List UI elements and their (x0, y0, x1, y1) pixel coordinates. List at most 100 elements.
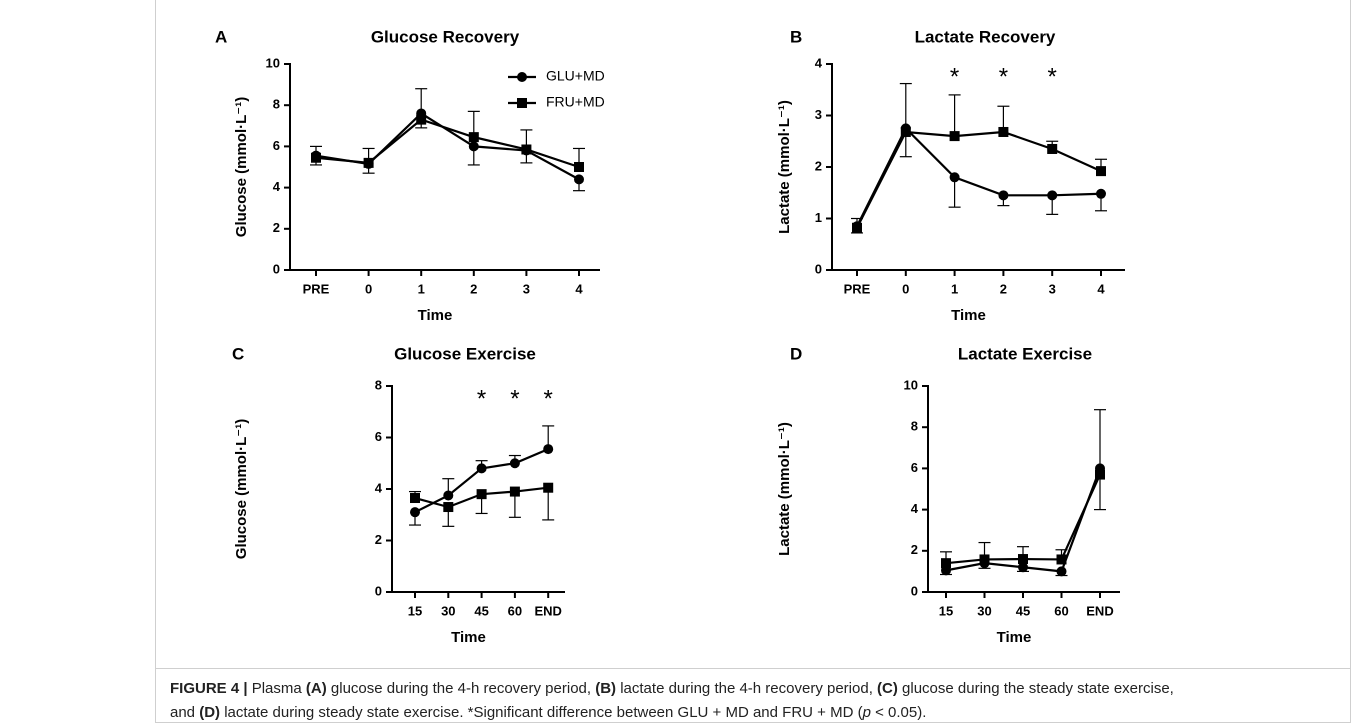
caption-text: lactate during the 4-h recovery period, (616, 680, 878, 697)
marker (949, 172, 960, 183)
marker (1095, 469, 1105, 480)
marker (509, 486, 520, 497)
legend-marker (517, 98, 527, 108)
y-tick-label: 4 (375, 480, 383, 495)
x-tick-label: 15 (408, 603, 422, 618)
x-tick-label: END (1086, 603, 1113, 618)
x-tick-label: 0 (365, 281, 372, 296)
x-tick-label: 30 (977, 603, 991, 618)
x-axis-label: Time (997, 629, 1032, 646)
y-tick-label: 2 (375, 532, 382, 547)
marker (998, 126, 1009, 137)
caption-text: glucose during the 4-h recovery period, (326, 680, 596, 697)
x-tick-label: 0 (902, 281, 909, 296)
x-axis-label: Time (418, 307, 453, 324)
y-axis-label: Lactate (mmol·L⁻¹) (776, 100, 793, 234)
y-tick-label: 6 (375, 429, 382, 444)
marker (476, 463, 487, 474)
marker (476, 489, 487, 500)
x-tick-label: 1 (418, 281, 425, 296)
significance-marker: * (999, 63, 1008, 90)
x-tick-label: 2 (1000, 281, 1007, 296)
marker (852, 222, 862, 233)
marker (543, 482, 554, 493)
significance-marker: * (477, 385, 486, 412)
y-tick-label: 6 (273, 138, 280, 153)
marker (1096, 188, 1106, 199)
y-tick-label: 8 (273, 97, 280, 112)
caption-text: < 0.05). (870, 704, 927, 721)
y-tick-label: 3 (815, 107, 822, 122)
marker (574, 162, 584, 172)
x-axis-label: Time (451, 629, 486, 646)
marker (521, 144, 532, 155)
marker (1047, 190, 1058, 201)
significance-marker: * (950, 63, 959, 90)
series-line (856, 126, 1102, 227)
caption-text: lactate during steady state exercise. *S… (220, 704, 863, 721)
caption-text: p (862, 704, 871, 721)
y-tick-label: 0 (911, 583, 918, 598)
x-tick-label: 3 (1049, 281, 1056, 296)
marker (1056, 554, 1067, 565)
panel-label: B (790, 27, 802, 46)
figure-frame (155, 0, 1351, 723)
caption-text: (A) (305, 680, 327, 697)
y-tick-label: 2 (273, 220, 280, 235)
chart-title: Glucose Recovery (371, 27, 520, 46)
chart-title: Lactate Recovery (915, 27, 1056, 46)
y-tick-label: 4 (815, 55, 823, 70)
figure: A Glucose Recovery Time Glucose (mmol·L⁻¹) 0… (215, 27, 1125, 646)
y-tick-label: 0 (375, 583, 382, 598)
y-tick-label: 2 (815, 158, 822, 173)
marker (1018, 554, 1028, 565)
series-line (315, 118, 580, 169)
marker (509, 458, 520, 469)
marker (543, 444, 554, 455)
caption-text: Plasma (247, 680, 306, 697)
marker (1056, 566, 1067, 577)
y-tick-label: 0 (273, 261, 280, 276)
y-tick-label: 1 (815, 210, 822, 225)
x-tick-label: 1 (951, 281, 958, 296)
y-tick-label: 0 (815, 261, 822, 276)
chart-title: Glucose Exercise (394, 344, 536, 363)
y-axis-label: Lactate (mmol·L⁻¹) (776, 422, 793, 556)
x-tick-label: 4 (575, 281, 583, 296)
x-tick-label: 30 (441, 603, 455, 618)
marker (574, 174, 584, 185)
y-tick-label: 4 (273, 179, 281, 194)
caption-text: (B) (595, 680, 617, 697)
y-axis-label: Glucose (mmol·L⁻¹) (233, 97, 250, 237)
marker (443, 490, 454, 501)
y-tick-label: 10 (266, 55, 280, 70)
marker (468, 132, 479, 143)
caption-text: (C) (877, 680, 898, 697)
panel-label: D (790, 344, 802, 363)
y-tick-label: 8 (911, 419, 918, 434)
chart-title: Lactate Exercise (958, 344, 1092, 363)
marker (410, 507, 420, 518)
y-tick-label: 6 (911, 460, 918, 475)
x-tick-label: PRE (303, 281, 330, 296)
y-tick-label: 4 (911, 501, 919, 516)
legend-label: FRU+MD (546, 94, 605, 110)
series-line (315, 112, 580, 181)
x-axis-label: Time (951, 307, 986, 324)
marker (443, 502, 454, 513)
x-tick-label: PRE (844, 281, 871, 296)
caption-text: FIGURE 4 | (170, 680, 248, 697)
panel-label: A (215, 27, 227, 46)
significance-marker: * (544, 385, 553, 412)
panel-label: C (232, 344, 244, 363)
legend-label: GLU+MD (546, 68, 605, 84)
marker (998, 190, 1009, 201)
marker (941, 558, 951, 569)
marker (1047, 143, 1058, 154)
x-tick-label: 60 (1054, 603, 1068, 618)
y-tick-label: 10 (904, 377, 918, 392)
x-tick-label: 60 (508, 603, 522, 618)
x-tick-label: 2 (470, 281, 477, 296)
x-tick-label: 4 (1097, 281, 1105, 296)
